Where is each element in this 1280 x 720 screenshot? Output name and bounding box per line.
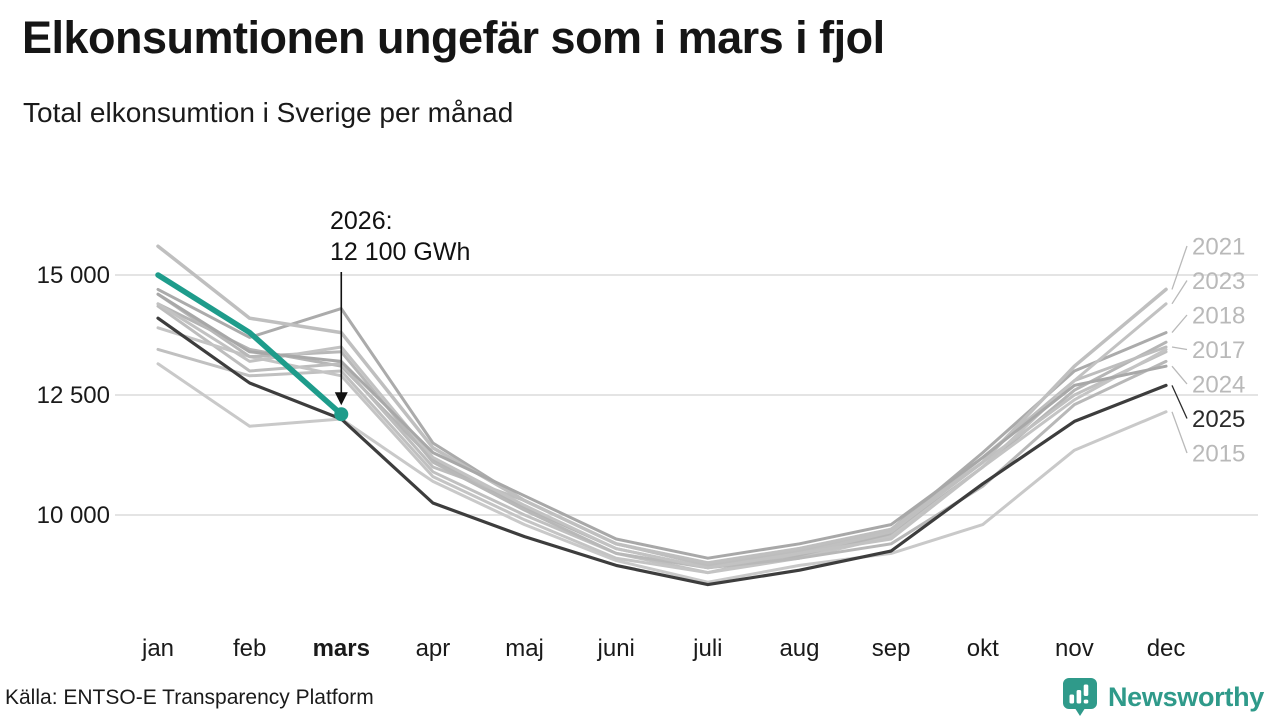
year-label-2018: 2018 (1192, 303, 1245, 330)
y-tick-label: 15 000 (37, 262, 110, 289)
series-line-2023 (156, 302, 1168, 570)
series-lines (155, 244, 1168, 587)
x-axis-labels: jan feb mars apr maj juni juli aug sep okt nov dec (141, 635, 1185, 662)
series-line-2020 (156, 326, 1168, 575)
gridlines (115, 274, 1258, 516)
month-label-mars: mars (313, 635, 370, 662)
source-note: Källa: ENTSO-E Transparency Platform (5, 686, 374, 709)
leader-line-2021 (1171, 245, 1188, 290)
year-labels: 2021 2023 2018 2017 2024 2025 2015 (1192, 234, 1245, 468)
newsworthy-bubble-icon (1062, 678, 1097, 716)
y-tick-label: 10 000 (37, 502, 110, 529)
month-label-juni: juni (597, 635, 635, 662)
month-label-dec: dec (1147, 635, 1186, 662)
label-leader-lines (1171, 245, 1188, 454)
leader-line-2025 (1171, 385, 1188, 419)
series-line-2025 (156, 316, 1168, 587)
year-label-2023: 2023 (1192, 268, 1245, 295)
leader-line-2015 (1171, 411, 1188, 454)
annotation-line-2: 12 100 GWh (330, 238, 471, 266)
highlight-dot (334, 407, 349, 422)
y-tick-label: 12 500 (37, 382, 110, 409)
year-label-2015: 2015 (1192, 441, 1245, 468)
leader-line-2017 (1171, 346, 1188, 351)
series-line-2026 (155, 272, 345, 417)
month-label-jan: jan (141, 635, 174, 662)
chart-subtitle: Total elkonsumtion i Sverige per månad (23, 97, 514, 128)
leader-line-2023 (1171, 280, 1188, 305)
annotation-marker (334, 272, 349, 422)
annotation-line-1: 2026: (330, 207, 393, 235)
month-label-feb: feb (233, 635, 266, 662)
page-title: Elkonsumtionen ungefär som i mars i fjol (22, 12, 885, 63)
leader-line-2018 (1171, 314, 1188, 334)
annotation-arrow-head (334, 392, 348, 406)
series-line-2015 (156, 362, 1168, 584)
month-label-aug: aug (779, 635, 819, 662)
annotation-2026: 2026: 12 100 GWh (330, 206, 470, 268)
brand-name: Newsworthy (1107, 681, 1264, 712)
year-label-2024: 2024 (1192, 372, 1245, 399)
year-label-2017: 2017 (1192, 337, 1245, 364)
month-label-okt: okt (967, 635, 999, 662)
month-label-nov: nov (1055, 635, 1094, 662)
series-line-2024 (156, 292, 1168, 560)
month-label-maj: maj (505, 635, 544, 662)
month-label-juli: juli (692, 635, 722, 662)
leader-line-2024 (1171, 365, 1188, 385)
month-label-apr: apr (416, 635, 451, 662)
month-label-sep: sep (872, 635, 911, 662)
year-label-2021: 2021 (1192, 234, 1245, 261)
y-axis-labels: 10 000 12 500 15 000 (37, 262, 110, 529)
year-label-2025: 2025 (1192, 406, 1245, 433)
bar-chart-glyph (1069, 684, 1089, 704)
newsworthy-logo: Newsworthy (1061, 677, 1264, 717)
